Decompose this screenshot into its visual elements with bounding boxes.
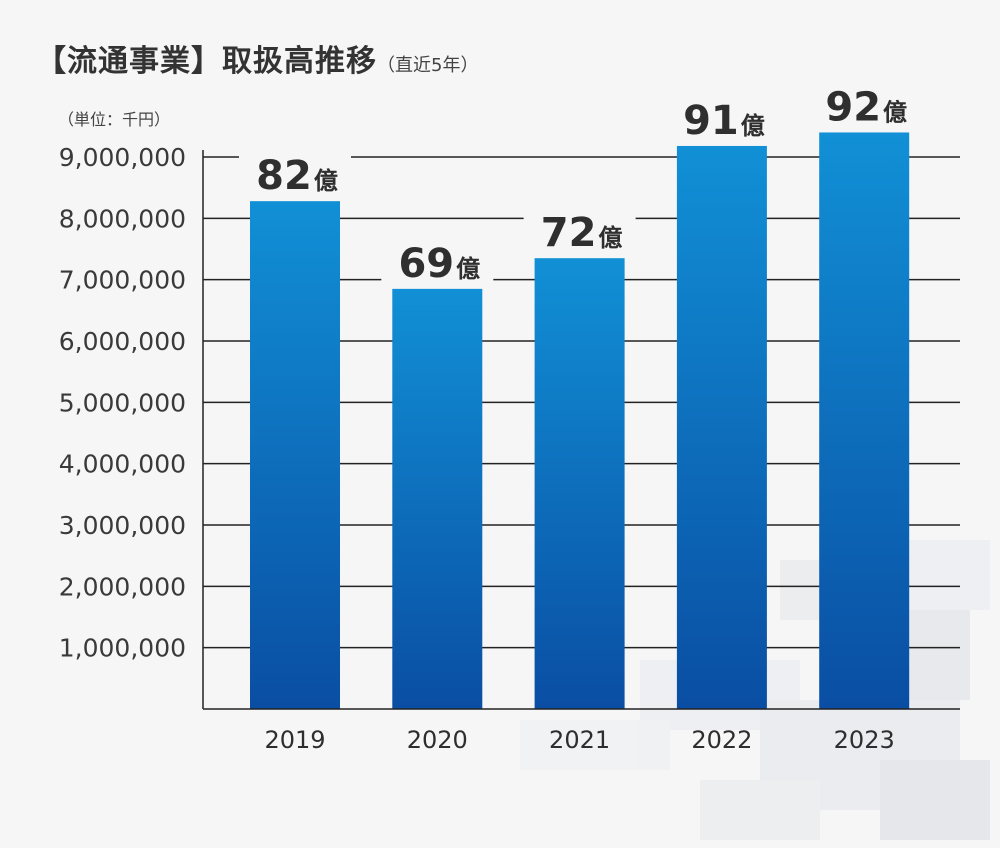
axes	[202, 150, 960, 710]
data-label-background	[381, 238, 494, 283]
y-tick-label: 9,000,000	[59, 143, 186, 172]
x-tick-label: 2021	[549, 726, 610, 754]
y-tick-label: 7,000,000	[59, 266, 186, 295]
data-label-number: 69	[398, 241, 454, 287]
data-label-suffix: 億	[456, 255, 480, 283]
data-label-number: 92	[825, 84, 881, 130]
chart-title: 【流通事業】取扱高推移（直近5年）	[36, 36, 478, 80]
chart-title-main: 【流通事業】取扱高推移	[36, 44, 377, 79]
x-tick-label: 2019	[264, 726, 325, 754]
data-label-background	[239, 151, 351, 196]
data-label-suffix: 億	[314, 167, 338, 195]
x-tick-label: 2023	[834, 726, 895, 754]
y-tick-label: 3,000,000	[59, 511, 186, 540]
bar	[534, 258, 625, 709]
chart-subtitle: （直近5年）	[377, 55, 479, 76]
data-label: 69億	[398, 241, 480, 287]
y-tick-label: 6,000,000	[59, 327, 186, 356]
y-axis-tick-labels: 1,000,000 2,000,000 3,000,000 4,000,000 5,00…	[59, 143, 186, 663]
x-tick-label: 2022	[691, 726, 752, 754]
y-tick-label: 5,000,000	[59, 388, 186, 417]
data-label: 72億	[541, 210, 623, 256]
data-label-number: 72	[541, 210, 597, 256]
y-tick-label: 1,000,000	[59, 634, 186, 663]
bars	[250, 132, 910, 709]
unit-label: （単位：千円）	[58, 110, 171, 129]
bar	[250, 201, 340, 709]
bar	[392, 288, 483, 709]
data-label: 92億	[825, 84, 907, 130]
data-label: 82億	[256, 153, 338, 199]
y-tick-label: 2,000,000	[59, 572, 186, 601]
bar	[676, 145, 767, 709]
x-tick-label: 2020	[407, 726, 468, 754]
y-tick-label: 8,000,000	[59, 204, 186, 233]
data-label-background	[665, 95, 778, 140]
data-label-number: 82	[256, 153, 312, 199]
data-label-suffix: 億	[741, 112, 765, 140]
data-label-number: 91	[683, 98, 739, 144]
data-label-background	[808, 82, 921, 127]
data-label-background	[523, 208, 636, 253]
x-axis-tick-labels: 2019 2020 2021 2022 2023	[264, 726, 894, 754]
data-label-suffix: 億	[883, 98, 907, 126]
data-label-suffix: 億	[598, 224, 622, 252]
bar	[819, 132, 910, 709]
y-tick-label: 4,000,000	[59, 450, 186, 479]
data-label: 91億	[683, 98, 765, 144]
